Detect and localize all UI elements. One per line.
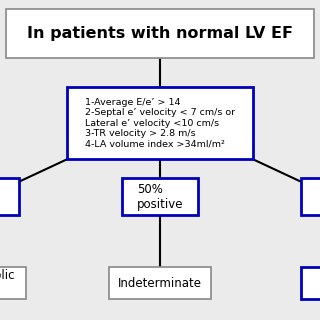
FancyBboxPatch shape [0, 267, 26, 299]
FancyBboxPatch shape [301, 267, 320, 299]
FancyBboxPatch shape [301, 179, 320, 215]
Text: D: D [318, 277, 320, 290]
FancyBboxPatch shape [67, 87, 253, 159]
FancyBboxPatch shape [6, 9, 314, 58]
Text: 1-Average E/e’ > 14
2-Septal e’ velocity < 7 cm/s or
Lateral e’ velocity <10 cm/: 1-Average E/e’ > 14 2-Septal e’ velocity… [85, 98, 235, 148]
Text: 50%
positive: 50% positive [137, 183, 183, 211]
FancyBboxPatch shape [109, 267, 211, 299]
FancyBboxPatch shape [0, 179, 19, 215]
FancyBboxPatch shape [122, 179, 198, 215]
Text: -stolic
-n: -stolic -n [0, 269, 14, 297]
Text: Indeterminate: Indeterminate [118, 277, 202, 290]
Text: In patients with normal LV EF: In patients with normal LV EF [27, 26, 293, 41]
